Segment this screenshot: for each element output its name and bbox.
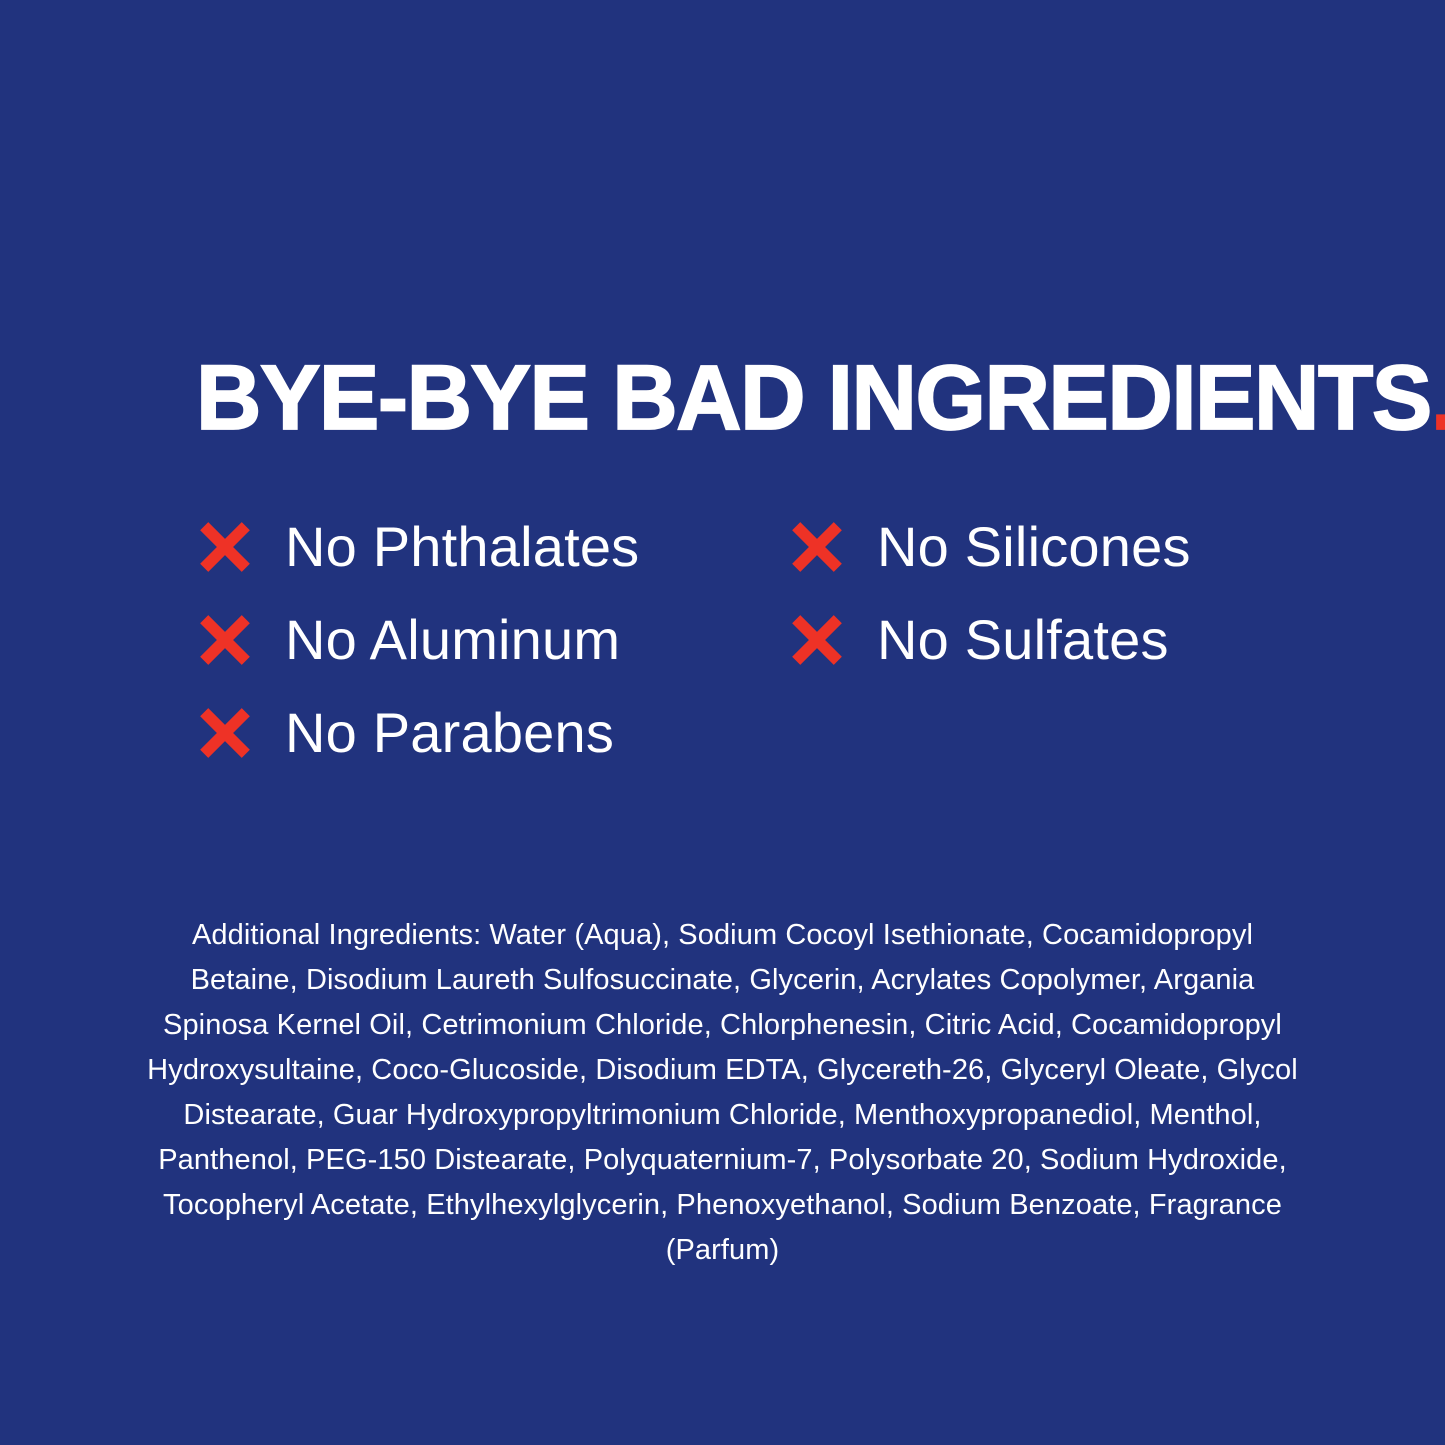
claim-item-no-phthalates: No Phthalates — [198, 516, 639, 578]
claim-label: No Silicones — [877, 515, 1191, 578]
red-x-icon — [200, 522, 250, 572]
claims-list: No Phthalates No Aluminum No Parabens No… — [198, 516, 1278, 796]
page-title: BYE-BYE BAD INGREDIENTS. — [195, 351, 1445, 445]
red-x-icon — [792, 615, 842, 665]
claim-item-no-sulfates: No Sulfates — [790, 609, 1169, 671]
headline-text: BYE-BYE BAD INGREDIENTS — [195, 347, 1433, 449]
headline-container: BYE-BYE BAD INGREDIENTS. — [195, 351, 1445, 445]
claim-item-no-aluminum: No Aluminum — [198, 609, 620, 671]
claim-label: No Aluminum — [285, 608, 621, 671]
claim-item-no-silicones: No Silicones — [790, 516, 1191, 578]
red-x-icon — [200, 615, 250, 665]
additional-ingredients-text: Additional Ingredients: Water (Aqua), So… — [147, 919, 1298, 1266]
red-x-icon — [200, 708, 250, 758]
red-x-icon — [792, 522, 842, 572]
claim-label: No Parabens — [285, 701, 615, 764]
claim-item-no-parabens: No Parabens — [198, 702, 614, 764]
headline-period: . — [1430, 347, 1445, 449]
claim-label: No Sulfates — [877, 608, 1169, 671]
claim-label: No Phthalates — [285, 515, 640, 578]
